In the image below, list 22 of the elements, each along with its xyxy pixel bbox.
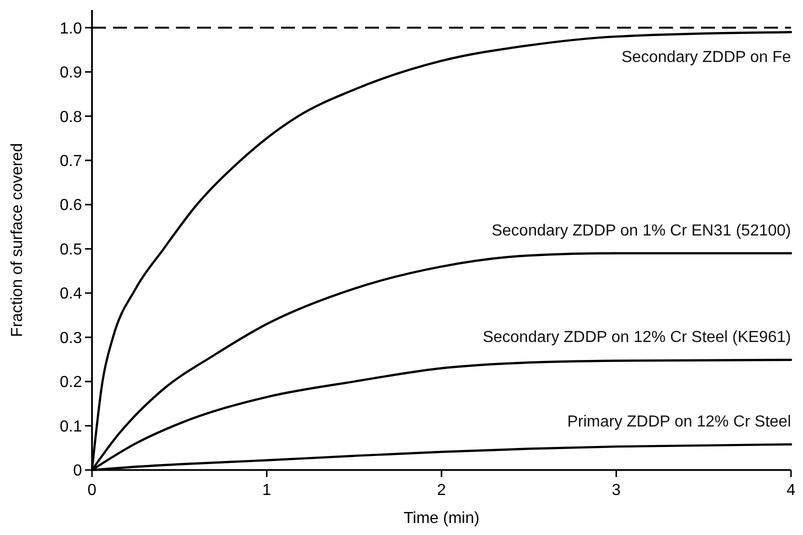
y-tick-label: 1.0 [60,20,82,38]
y-tick-label: 0.8 [60,108,82,126]
y-tick-label: 0.4 [60,286,82,303]
y-tick-label: 0.3 [60,330,82,347]
series-label: Secondary ZDDP on 12% Cr Steel (KE961) [482,328,791,346]
y-tick-label: 0 [73,462,82,480]
y-tick-label: 0.2 [60,374,82,392]
y-tick-label: 0.6 [60,197,82,214]
y-tick-label: 0.7 [60,152,82,170]
x-tick-label: 4 [786,482,796,499]
series-label: Secondary ZDDP on Fe [621,49,792,66]
series-label: Secondary ZDDP on 1% Cr EN31 (52100) [492,222,791,240]
y-tick-label: 0.9 [60,64,82,82]
x-tick-label: 3 [612,482,621,499]
x-tick-label: 2 [437,482,446,499]
y-tick-label: 0.1 [60,418,82,436]
x-axis-title: Time (min) [404,510,480,527]
y-axis-title: Fraction of surface covered [9,143,26,337]
series-label: Primary ZDDP on 12% Cr Steel [567,413,791,430]
y-tick-label: 0.5 [60,241,82,258]
x-tick-label: 1 [262,482,272,499]
x-tick-label: 0 [88,482,97,499]
